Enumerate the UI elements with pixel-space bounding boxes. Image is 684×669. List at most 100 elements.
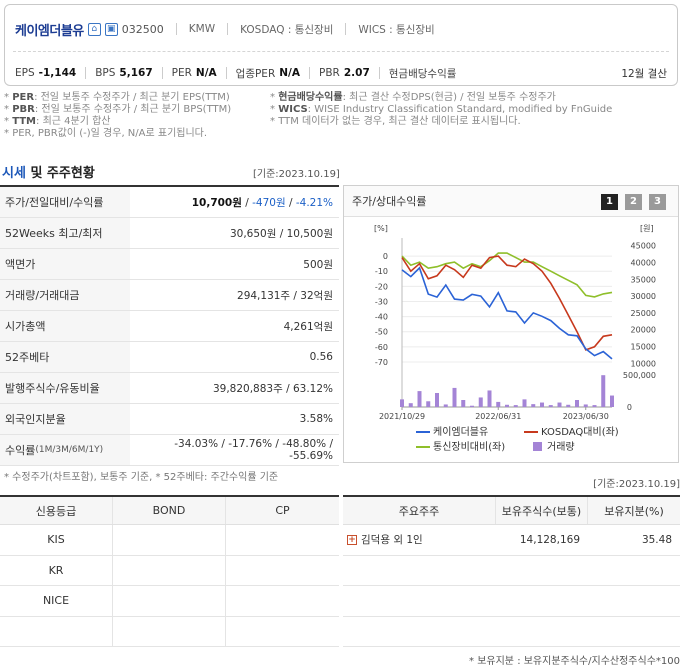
row-label: 52Weeks 최고/최저 [0, 218, 130, 248]
column-header: 주요주주 [343, 497, 496, 524]
cp-cell [226, 556, 339, 586]
bps-value: 5,167 [119, 67, 153, 79]
volume-bar [557, 402, 562, 407]
left-axis-unit: [%] [374, 224, 388, 233]
ir-icon[interactable]: ▣ [104, 22, 118, 36]
note-wics: * WICS: WISE Industry Classification Sta… [270, 104, 613, 115]
table-row: KR [0, 555, 339, 586]
row-value: 30,650원 / 10,500원 [229, 227, 333, 240]
legend-label: KOSDAQ대비(좌) [541, 426, 619, 438]
volume-bar [522, 399, 527, 407]
volume-bar [513, 405, 518, 407]
table-row: 액면가 500원 [0, 249, 339, 280]
row-label: 외국인지분율 [0, 404, 130, 434]
column-header: 신용등급 [0, 497, 113, 524]
ticker: KMW [188, 23, 216, 35]
home-icon[interactable]: ⌂ [87, 22, 101, 36]
right-tick-label: 25000 [631, 309, 656, 318]
volume-bar [417, 391, 422, 407]
column-header: 보유지분(%) [604, 504, 664, 518]
agency-cell [0, 616, 113, 646]
major-holders-table: 주요주주 보유주식수(보통) 보유지분(%) + 김덕용 외 1인 14,128,… [343, 495, 680, 647]
section-title: 시세 및 주주현황 [2, 166, 95, 181]
bond-cell [113, 525, 226, 555]
x-tick-label: 2021/10/29 [379, 412, 425, 421]
left-tick-label: -10 [375, 267, 388, 276]
pbr-label: PBR [319, 67, 340, 79]
row-label: 액면가 [0, 249, 130, 279]
note-ttm-missing: * TTM 데이터가 없는 경우, 최근 결산 데이터로 표시됩니다. [270, 116, 521, 127]
x-tick-label: 2022/06/31 [475, 412, 521, 421]
x-tick-label: 2023/06/30 [563, 412, 609, 421]
agency-cell: NICE [0, 586, 113, 616]
right-tick-label: 30000 [631, 292, 656, 301]
chart-page-2-button[interactable]: 2 [625, 194, 642, 210]
volume-bar [566, 404, 571, 407]
series-line [401, 252, 613, 298]
series-line [401, 266, 613, 360]
row-value: 500원 [303, 258, 333, 271]
current-price: 10,700원 [191, 196, 242, 209]
credit-rating-table: 신용등급 BOND CP KIS KR NICE [0, 495, 339, 647]
volume-bar [443, 404, 448, 407]
chart-page-3-button[interactable]: 3 [649, 194, 666, 210]
bond-cell [113, 586, 226, 616]
volume-bar [461, 400, 466, 407]
company-name: 케이엠더블유 [15, 23, 84, 39]
table-row: NICE [0, 586, 339, 617]
notes-left: * PER: 전일 보통주 수정주가 / 최근 분기 EPS(TTM) * PB… [4, 92, 231, 140]
row-value: 4,261억원 [283, 320, 333, 333]
volume-bar [478, 397, 483, 407]
right-tick-label: 40000 [631, 258, 656, 267]
row-value: 0.56 [309, 351, 333, 363]
chart-title: 주가/상대수익률 [344, 186, 678, 217]
volume-bar [408, 403, 413, 407]
table-row: 수익률 (1M/3M/6M/1Y) -34.03% / -17.76% / -48… [0, 435, 339, 466]
cp-cell [226, 586, 339, 616]
volume-bar [548, 405, 553, 407]
volume-bar [575, 400, 579, 407]
volume-bar [531, 404, 536, 407]
cp-cell [226, 617, 339, 647]
left-tick-label: -20 [375, 282, 388, 291]
table-row: 52주베타 0.56 [0, 342, 339, 373]
left-tick-label: -40 [375, 313, 388, 322]
note-na: * PER, PBR값이 (-)일 경우, N/A로 표기됩니다. [4, 128, 208, 139]
volume-tick-label: 0 [627, 403, 632, 412]
volume-bar [592, 405, 597, 407]
market-table: 주가/전일대비/수익률 10,700원 / -470원 / -4.21% 52W… [0, 185, 339, 466]
stock-chart: [%] [원] 0 -10 -20 -30 -40 -50 -60 -70 45000 40000 35… [374, 224, 656, 453]
price-change: -470원 [252, 196, 286, 209]
right-tick-label: 35000 [631, 275, 656, 284]
series-line [401, 255, 613, 351]
table-row: 발행주식수/유동비율 39,820,883주 / 63.12% [0, 373, 339, 404]
agency-cell: KIS [0, 525, 113, 555]
note-ttm: * TTM: 최근 4분기 합산 [4, 116, 111, 127]
stock-code: 032500 [121, 22, 164, 36]
volume-bar [426, 401, 431, 407]
row-value: -34.03% / -17.76% / -48.80% / -55.69% [174, 438, 333, 462]
holders-base-date: [기준:2023.10.19] [593, 479, 680, 490]
agency-cell: KR [0, 555, 113, 585]
right-tick-label: 10000 [631, 359, 656, 368]
pbr-value: 2.07 [343, 67, 370, 79]
table-row: 거래량/거래대금 294,131주 / 32억원 [0, 280, 339, 311]
table-header: 주요주주 보유주식수(보통) 보유지분(%) [343, 497, 680, 525]
volume-tick-label: 500,000 [623, 371, 656, 380]
column-header: BOND [113, 497, 226, 524]
holder-pct: 35.48 [641, 533, 672, 546]
bond-cell [113, 616, 226, 646]
holder-shares: 14,128,169 [519, 533, 580, 546]
table-row: 시가총액 4,261억원 [0, 311, 339, 342]
volume-bar [470, 405, 474, 407]
expand-icon[interactable]: + [347, 534, 357, 545]
row-value: 294,131주 / 32억원 [237, 289, 333, 302]
row-label: 수익률 (1M/3M/6M/1Y) [0, 435, 130, 465]
left-tick-label: 0 [383, 252, 388, 261]
bond-cell [113, 555, 226, 585]
row-label: 시가총액 [0, 311, 130, 341]
chart-page-1-button[interactable]: 1 [601, 194, 618, 210]
left-tick-label: -50 [375, 328, 388, 337]
note-per: * PER: 전일 보통주 수정주가 / 최근 분기 EPS(TTM) [4, 92, 230, 103]
cp-cell [226, 525, 339, 555]
